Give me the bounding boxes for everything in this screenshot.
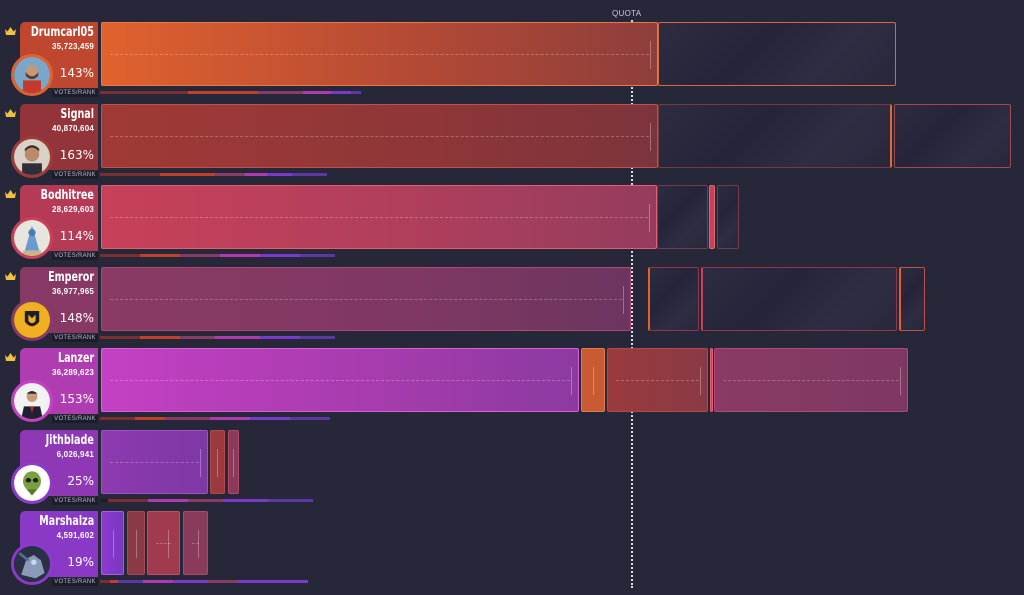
vote-count: 40,870,604 [51, 124, 94, 133]
votes-rank-label: VOTES/RANK [52, 252, 98, 260]
vote-bar-remainder [899, 267, 925, 331]
vote-bar-remainder [701, 267, 897, 331]
votes-rank-strip [100, 499, 313, 502]
candidate-name: Drumcarl05 [30, 25, 94, 40]
crown-icon [5, 272, 16, 280]
candidate-name: Emperor [48, 270, 94, 285]
votes-rank-strip [100, 336, 335, 339]
candidate-name: Signal [60, 107, 94, 122]
vote-count: 28,629,603 [51, 205, 94, 214]
vote-bar-remainder [657, 185, 708, 249]
crown-icon [5, 353, 16, 361]
vote-bar-remainder [648, 267, 699, 331]
candidate-row[interactable]: Signal 40,870,604 163% VOTES/RANK [0, 104, 1024, 184]
vote-bar-segment [710, 348, 713, 412]
candidate-name: Marshalza [38, 514, 94, 529]
vote-bar-segment [183, 511, 208, 575]
vote-bar-segment [607, 348, 708, 412]
vote-bar-segment [127, 511, 145, 575]
vote-bar-segment [101, 430, 208, 494]
crown-icon [5, 109, 16, 117]
votes-rank-strip [100, 91, 361, 94]
man-in-red-jersey-avatar[interactable] [11, 54, 53, 96]
green-alien-avatar[interactable] [11, 462, 53, 504]
vote-percent: 25% [67, 474, 94, 488]
vote-bar-segment [210, 430, 225, 494]
vote-bar-remainder [658, 104, 892, 168]
votes-rank-strip [100, 173, 327, 176]
crown-icon [5, 190, 16, 198]
votes-rank-label: VOTES/RANK [52, 578, 98, 586]
vote-bar-segment [147, 511, 180, 575]
vote-bar-segment [101, 22, 658, 86]
candidate-row[interactable]: Jithblade 6,026,941 25% VOTES/RANK [0, 430, 1024, 510]
votes-rank-strip [100, 417, 330, 420]
votes-rank-label: VOTES/RANK [52, 89, 98, 97]
candidate-name: Bodhitree [40, 188, 94, 203]
vote-percent: 114% [59, 229, 94, 243]
candidate-row[interactable]: Emperor 36,977,965 148% VOTES/RANK [0, 267, 1024, 347]
vote-percent: 19% [67, 555, 94, 569]
vote-percent: 143% [59, 66, 94, 80]
candidate-name: Jithblade [45, 433, 94, 448]
candidate-row[interactable]: Lanzer 36,289,623 153% VOTES/RANK [0, 348, 1024, 428]
vote-bar-segment [101, 511, 124, 575]
vote-bar-remainder [658, 22, 896, 86]
vote-count: 36,289,623 [51, 368, 94, 377]
vote-count: 36,977,965 [51, 287, 94, 296]
man-portrait-avatar[interactable] [11, 136, 53, 178]
vote-count: 35,723,459 [51, 42, 94, 51]
votes-rank-label: VOTES/RANK [52, 497, 98, 505]
vote-bar-segment [581, 348, 605, 412]
vote-percent: 148% [59, 311, 94, 325]
votes-rank-strip [100, 254, 335, 257]
quota-line [631, 20, 633, 588]
vote-bar-segment [709, 185, 715, 249]
yellow-shield-badge-avatar[interactable] [11, 299, 53, 341]
vote-percent: 163% [59, 148, 94, 162]
blue-deity-avatar[interactable] [11, 217, 53, 259]
vote-count: 4,591,602 [56, 531, 94, 540]
vote-bar-segment [101, 348, 579, 412]
votes-rank-label: VOTES/RANK [52, 415, 98, 423]
quota-label: QUOTA [612, 9, 642, 18]
vote-bar-remainder [717, 185, 739, 249]
candidate-row[interactable]: Bodhitree 28,629,603 114% VOTES/RANK [0, 185, 1024, 265]
candidate-row[interactable]: Marshalza 4,591,602 19% VOTES/RANK [0, 511, 1024, 591]
vote-bar-segment [101, 104, 658, 168]
candidate-row[interactable]: Drumcarl05 35,723,459 143% VOTES/RANK [0, 22, 1024, 102]
vote-percent: 153% [59, 392, 94, 406]
vote-bar-remainder [894, 104, 1011, 168]
vote-count: 6,026,941 [56, 450, 94, 459]
votes-rank-label: VOTES/RANK [52, 334, 98, 342]
votes-rank-strip [100, 580, 308, 583]
crown-icon [5, 27, 16, 35]
vote-bar-segment [101, 267, 631, 331]
blue-mech-avatar[interactable] [11, 543, 53, 585]
vote-bar-segment [714, 348, 908, 412]
vote-bar-segment [228, 430, 239, 494]
votes-rank-label: VOTES/RANK [52, 171, 98, 179]
candidate-name: Lanzer [57, 351, 94, 366]
man-in-suit-avatar[interactable] [11, 380, 53, 422]
vote-bar-segment [101, 185, 657, 249]
